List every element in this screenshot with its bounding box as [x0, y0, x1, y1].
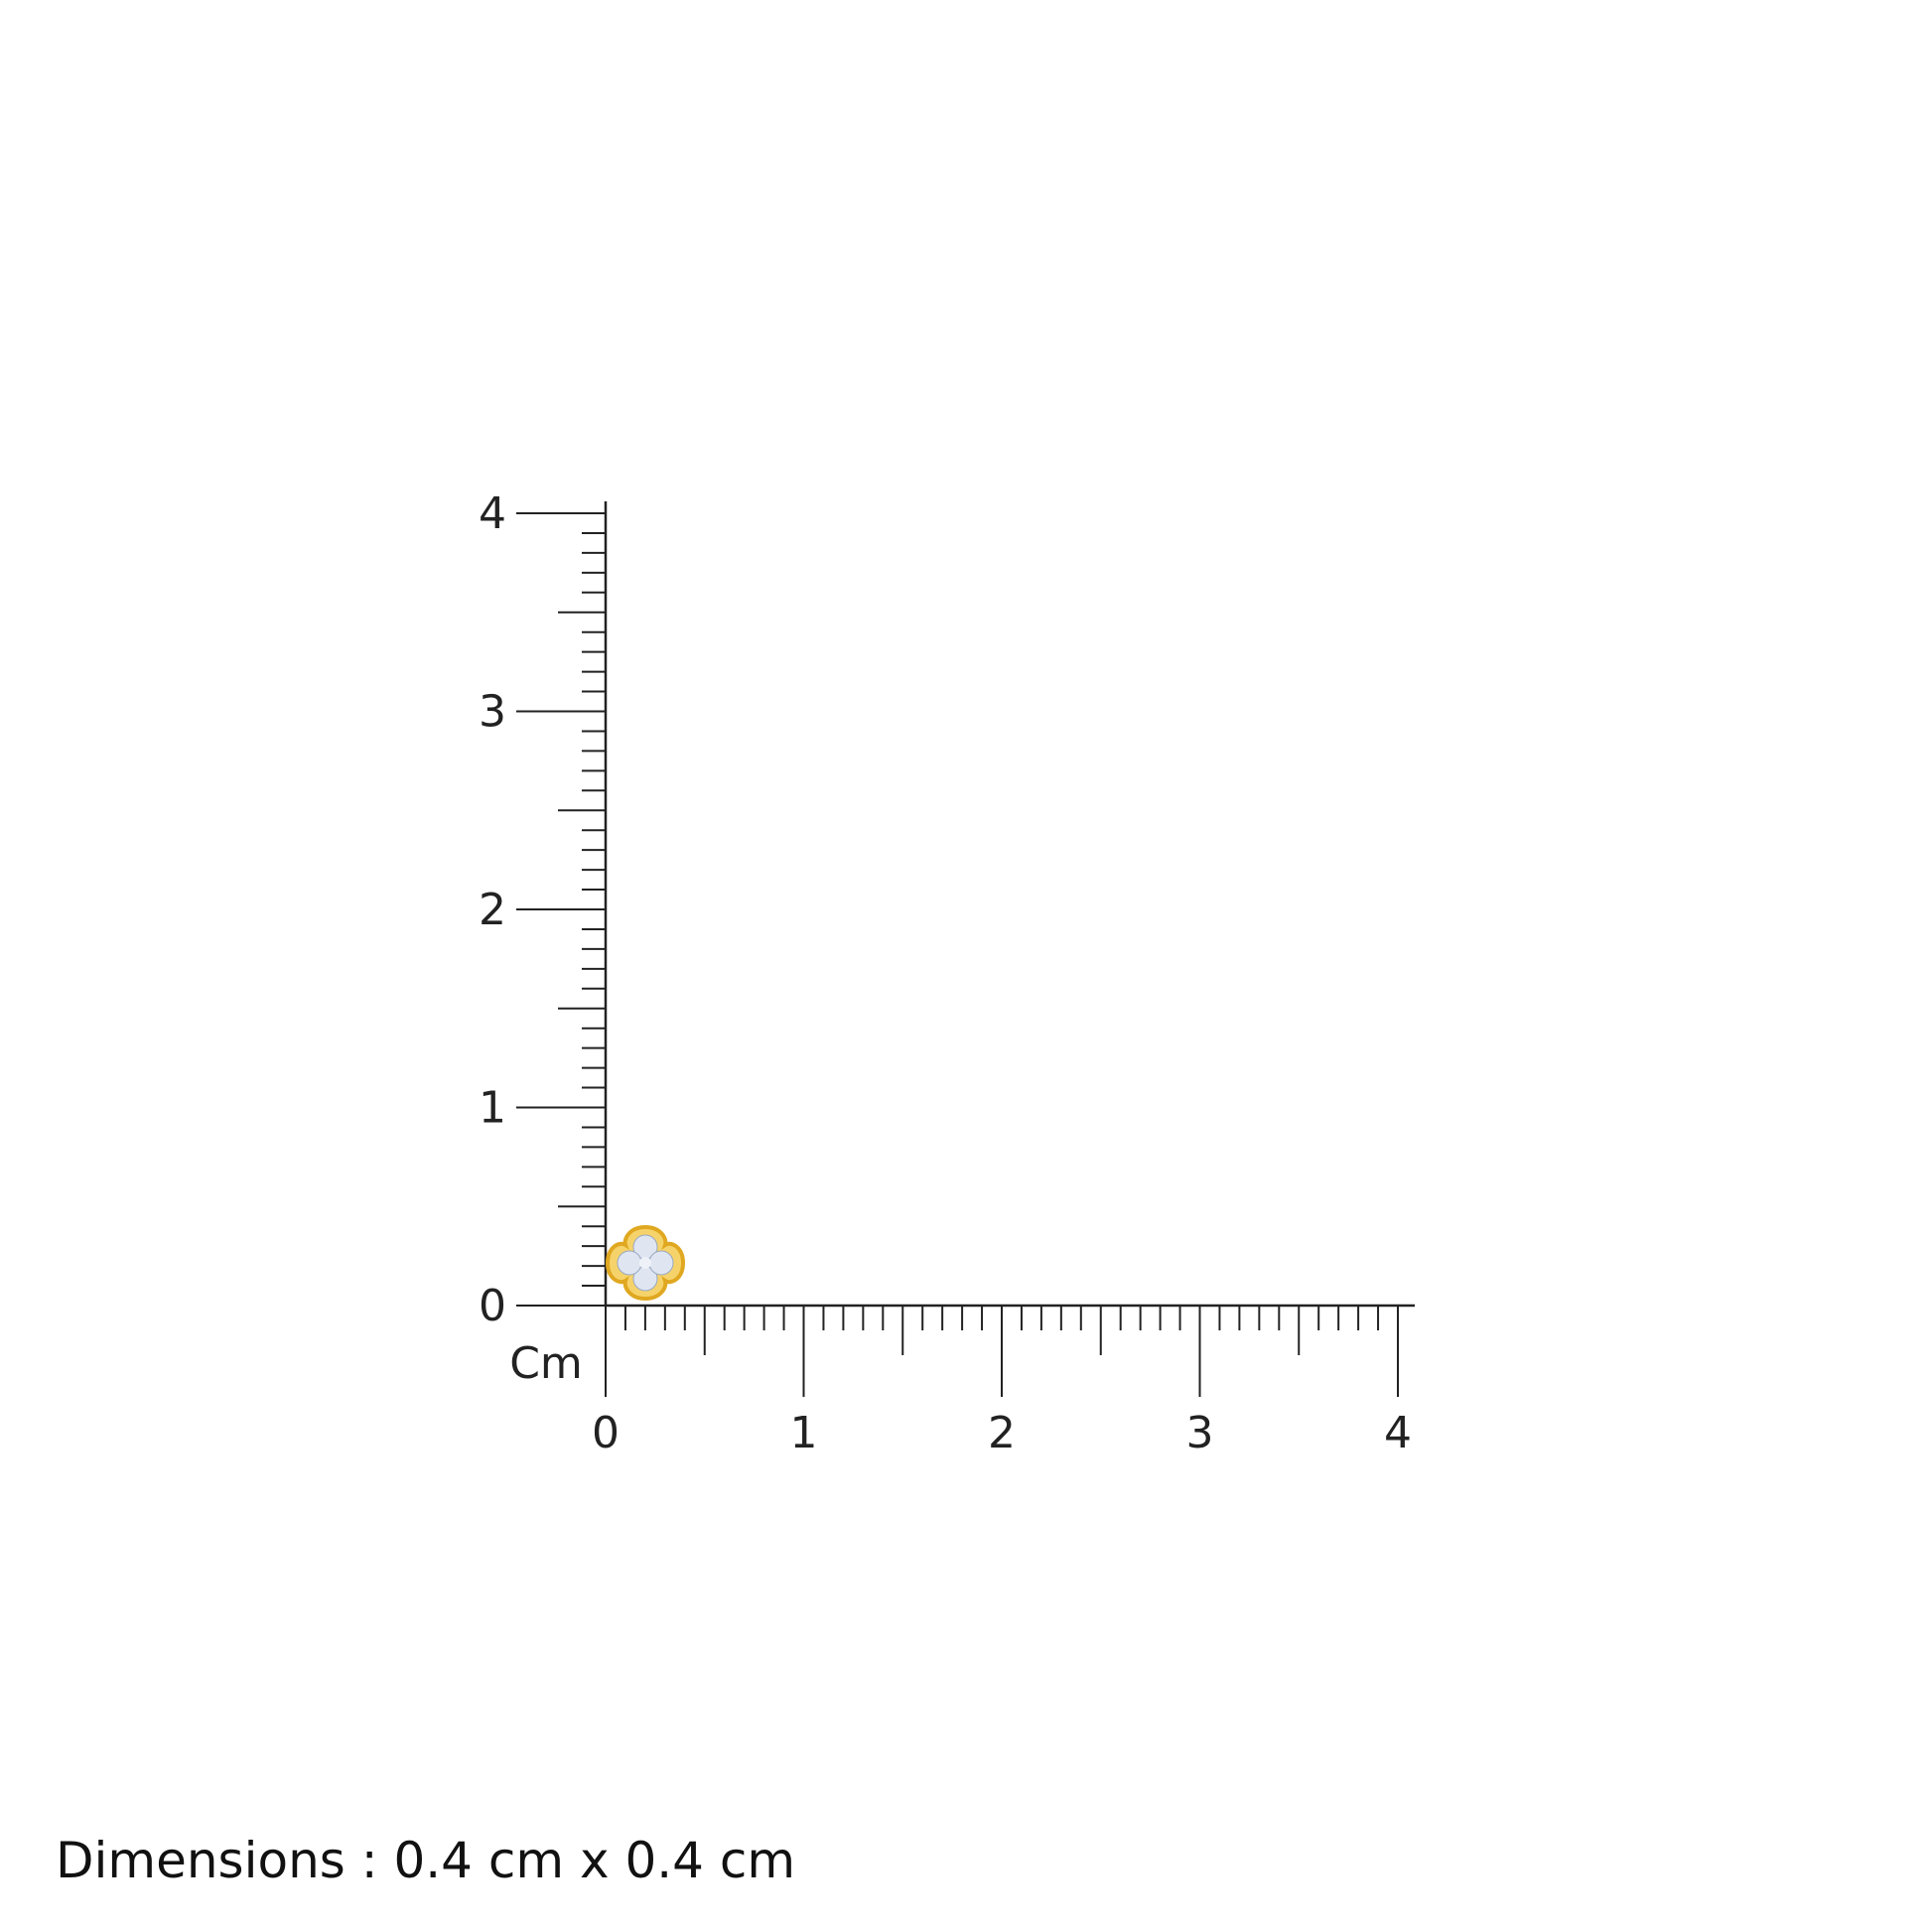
y-tick-label: 1 — [479, 1083, 506, 1134]
earring-image — [605, 1224, 686, 1302]
y-tick-label: 4 — [479, 488, 506, 539]
y-tick-label: 3 — [479, 687, 506, 738]
x-tick-label: 0 — [592, 1408, 620, 1458]
ruler-labels: 0 1 2 3 4 0 1 2 3 4 — [479, 488, 1412, 1458]
x-tick-label: 4 — [1384, 1408, 1412, 1458]
dimensions-caption: Dimensions : 0.4 cm x 0.4 cm — [56, 1832, 796, 1889]
y-tick-label: 2 — [479, 885, 506, 935]
x-tick-label: 2 — [988, 1408, 1016, 1458]
unit-label: Cm — [509, 1338, 583, 1389]
y-tick-label: 0 — [479, 1281, 506, 1331]
x-tick-label: 3 — [1186, 1408, 1214, 1458]
x-tick-label: 1 — [790, 1408, 818, 1458]
ruler-ticks — [516, 501, 1415, 1397]
